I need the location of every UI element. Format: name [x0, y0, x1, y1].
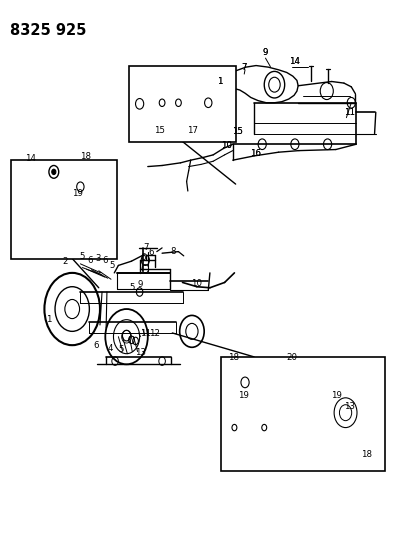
- Text: 8: 8: [170, 247, 175, 256]
- Text: 5: 5: [118, 345, 124, 354]
- Text: 4: 4: [108, 344, 113, 353]
- Text: 20: 20: [285, 353, 296, 362]
- Text: 19: 19: [72, 189, 83, 198]
- Circle shape: [52, 169, 56, 174]
- Text: 7: 7: [241, 63, 247, 72]
- Text: 9: 9: [137, 280, 143, 289]
- Text: 5: 5: [79, 252, 84, 261]
- FancyBboxPatch shape: [221, 357, 384, 471]
- Text: 10: 10: [221, 141, 232, 150]
- Text: 13: 13: [135, 348, 145, 357]
- Text: 11: 11: [343, 108, 354, 117]
- FancyBboxPatch shape: [129, 66, 235, 142]
- Text: 2: 2: [63, 257, 68, 266]
- Text: 10: 10: [221, 141, 232, 150]
- Text: 16: 16: [249, 149, 260, 158]
- Text: 19: 19: [237, 391, 248, 400]
- Text: 18: 18: [228, 353, 239, 362]
- Text: 1: 1: [217, 77, 222, 86]
- Text: 1: 1: [45, 315, 51, 324]
- Text: 14: 14: [288, 56, 299, 66]
- Text: 9: 9: [262, 47, 267, 56]
- Text: 5: 5: [130, 283, 135, 292]
- Text: 15: 15: [231, 127, 242, 136]
- Text: 6: 6: [103, 256, 108, 265]
- Text: 12: 12: [148, 329, 159, 338]
- Text: 9: 9: [262, 47, 267, 56]
- Text: 14: 14: [288, 56, 299, 66]
- Text: 17: 17: [186, 126, 197, 135]
- Text: 8325 925: 8325 925: [10, 23, 86, 38]
- Text: 5: 5: [109, 261, 114, 270]
- Text: 6: 6: [87, 256, 92, 265]
- Text: 6: 6: [148, 248, 154, 257]
- Text: 6: 6: [94, 342, 99, 351]
- Text: 18: 18: [80, 152, 91, 161]
- Text: 18: 18: [360, 450, 371, 459]
- Text: 6: 6: [140, 253, 146, 262]
- Text: 13: 13: [343, 402, 354, 411]
- Text: 10: 10: [190, 279, 201, 288]
- Text: 7: 7: [241, 63, 247, 72]
- Text: 1: 1: [217, 77, 222, 86]
- Text: 14: 14: [25, 154, 36, 163]
- Text: 19: 19: [330, 391, 341, 400]
- Text: 7: 7: [143, 243, 148, 252]
- Text: 15: 15: [153, 126, 164, 135]
- Text: 15: 15: [231, 127, 242, 136]
- Text: 3: 3: [95, 254, 101, 263]
- Text: 16: 16: [249, 149, 260, 158]
- FancyBboxPatch shape: [11, 160, 117, 259]
- Text: 11: 11: [139, 329, 150, 338]
- Text: 11: 11: [343, 108, 354, 117]
